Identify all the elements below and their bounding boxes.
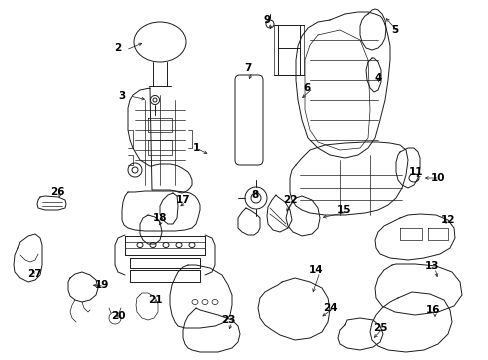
Text: 23: 23	[220, 315, 235, 325]
Text: 20: 20	[110, 311, 125, 321]
Text: 16: 16	[425, 305, 439, 315]
Text: 5: 5	[390, 25, 398, 35]
Text: 18: 18	[152, 213, 167, 223]
Text: 24: 24	[322, 303, 337, 313]
Text: 2: 2	[114, 43, 122, 53]
Text: 6: 6	[303, 83, 310, 93]
Text: 1: 1	[192, 143, 199, 153]
Text: 8: 8	[251, 190, 258, 200]
Text: 25: 25	[372, 323, 386, 333]
Text: 22: 22	[282, 195, 297, 205]
Text: 27: 27	[27, 269, 41, 279]
Text: 17: 17	[175, 195, 190, 205]
Text: 15: 15	[336, 205, 350, 215]
Text: 3: 3	[118, 91, 125, 101]
Text: 19: 19	[95, 280, 109, 290]
Text: 12: 12	[440, 215, 454, 225]
Text: 9: 9	[263, 15, 270, 25]
Text: 14: 14	[308, 265, 323, 275]
Text: 4: 4	[373, 73, 381, 83]
Text: 11: 11	[408, 167, 423, 177]
Text: 21: 21	[147, 295, 162, 305]
Text: 7: 7	[244, 63, 251, 73]
Text: 13: 13	[424, 261, 438, 271]
Text: 10: 10	[430, 173, 445, 183]
Text: 26: 26	[50, 187, 64, 197]
